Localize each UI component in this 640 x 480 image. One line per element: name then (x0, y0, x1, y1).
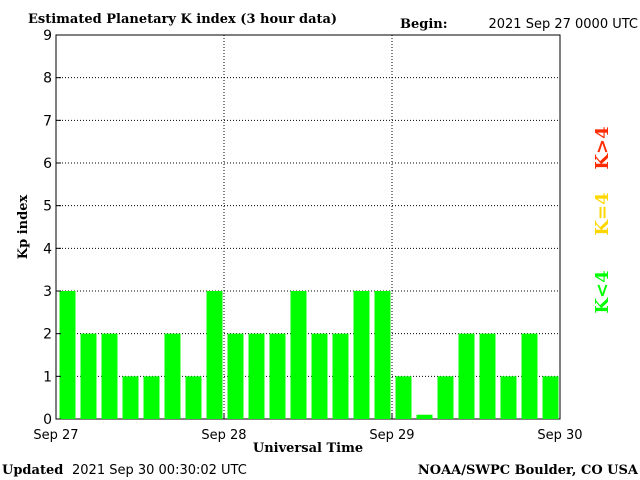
kp-bar (311, 333, 328, 419)
chart-title: Estimated Planetary K index (3 hour data… (28, 12, 337, 27)
kp-bar (395, 376, 412, 419)
kp-bar (59, 291, 76, 419)
y-tick-labels: 0 1 2 3 4 5 6 7 8 9 (43, 28, 61, 428)
source-credit: NOAA/SWPC Boulder, CO USA (418, 463, 639, 478)
begin-value: 2021 Sep 27 0000 UTC (488, 17, 638, 32)
kp-bar (500, 376, 517, 419)
kp-bar (101, 333, 118, 419)
y-tick-label: 9 (43, 28, 52, 44)
kp-bar (332, 333, 349, 419)
y-tick-label: 3 (43, 284, 52, 300)
y-tick-label: 6 (43, 156, 52, 172)
kp-bar (164, 333, 181, 419)
kp-bar (374, 291, 391, 419)
kp-bar (416, 414, 433, 419)
kp-bar (143, 376, 160, 419)
begin-label: Begin: (400, 17, 448, 32)
grid-lines (56, 35, 560, 419)
updated-label: Updated (2, 463, 63, 478)
kp-bar (521, 333, 538, 419)
x-tick-label: Sep 30 (537, 428, 582, 443)
kp-bar (227, 333, 244, 419)
kp-bar (122, 376, 139, 419)
legend-k-equal-4: K=4 (592, 192, 613, 235)
plot-area (55, 34, 561, 420)
y-tick-label: 7 (43, 113, 52, 129)
y-tick-label: 1 (43, 369, 52, 385)
y-axis-label: Kp index (16, 195, 31, 260)
y-tick-label: 5 (43, 199, 52, 215)
kp-bar (542, 376, 559, 419)
bars (59, 291, 559, 419)
kp-bar (437, 376, 454, 419)
kp-bar (458, 333, 475, 419)
kp-bar (206, 291, 223, 419)
kp-bar (80, 333, 97, 419)
y-tick-label: 4 (43, 241, 52, 257)
y-tick-label: 2 (43, 327, 52, 343)
x-tick-label: Sep 28 (201, 428, 246, 443)
y-tick-label: 0 (43, 412, 52, 428)
kp-bar (353, 291, 370, 419)
x-tick-label: Sep 27 (33, 428, 78, 443)
updated-value: 2021 Sep 30 00:30:02 UTC (72, 463, 247, 478)
y-tick-label: 8 (43, 71, 52, 87)
kp-bar (290, 291, 307, 419)
legend-k-greater-4: K>4 (592, 126, 613, 169)
x-tick-label: Sep 29 (369, 428, 414, 443)
x-tick-labels: Sep 27 Sep 28 Sep 29 Sep 30 (33, 414, 583, 443)
x-axis-label: Universal Time (253, 441, 363, 456)
kp-bar (479, 333, 496, 419)
kp-bar (269, 333, 286, 419)
kp-bar (185, 376, 202, 419)
kp-bar (248, 333, 265, 419)
legend-k-less-4: K<4 (592, 270, 613, 313)
